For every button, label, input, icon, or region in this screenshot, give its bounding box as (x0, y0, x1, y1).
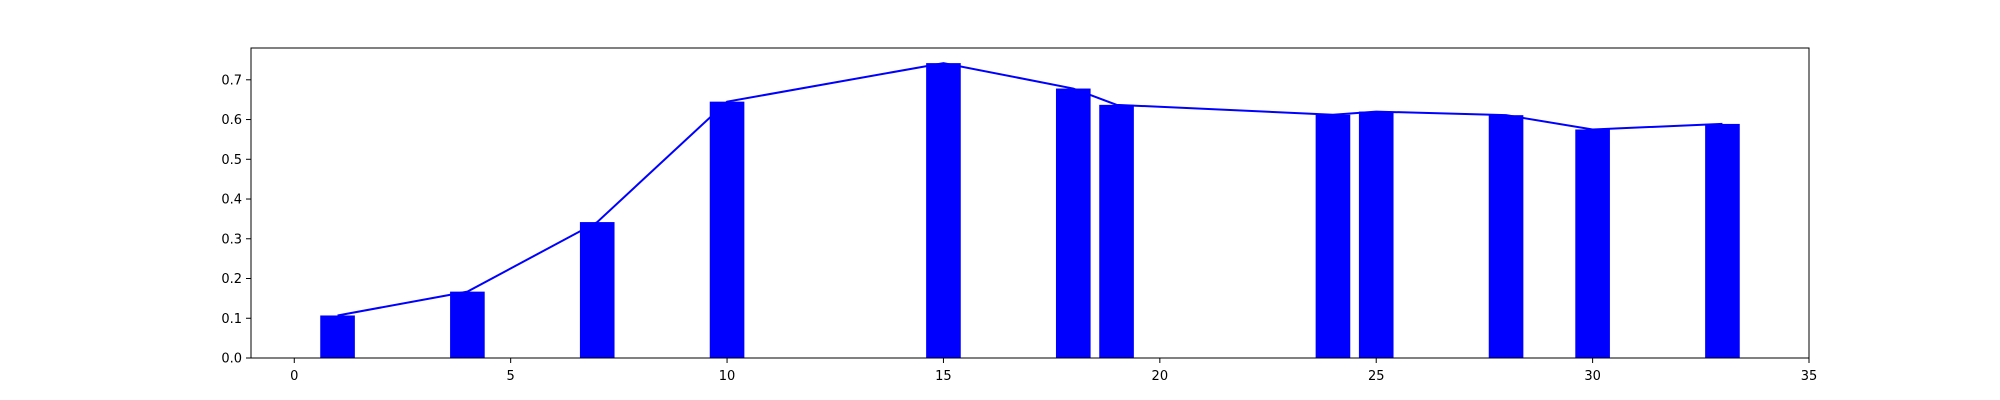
bar-28 (1488, 115, 1524, 359)
y-tick-label: 0.2 (221, 272, 242, 287)
plot-frame (250, 47, 1810, 359)
y-tick-label: 0.1 (221, 312, 242, 327)
x-tick-label: 30 (1584, 369, 1601, 384)
x-tick-label: 25 (1368, 369, 1385, 384)
x-tick-label: 10 (719, 369, 736, 384)
bar-15 (926, 63, 961, 358)
bar-24 (1315, 114, 1351, 359)
bar-4 (450, 291, 485, 358)
trend-line-layer (337, 62, 1723, 317)
y-tick-label: 0.3 (221, 232, 242, 247)
x-tick-label: 20 (1152, 369, 1169, 384)
y-tick-label: 0.5 (221, 153, 242, 168)
x-tick-label: 5 (507, 369, 515, 384)
x-tick-label: 15 (935, 369, 952, 384)
bars (320, 63, 1740, 359)
x-tick-label: 0 (290, 369, 298, 384)
trend-line (337, 62, 1723, 317)
y-axis: 0.0 0.1 0.2 0.3 0.4 0.5 0.6 0.7 (221, 73, 251, 367)
bar-1 (320, 315, 355, 358)
y-tick-label: 0.7 (221, 73, 242, 88)
bar-25 (1358, 111, 1394, 358)
bar-7 (579, 222, 615, 358)
y-tick-label: 0.0 (221, 352, 242, 367)
bar-18 (1055, 88, 1091, 359)
bar-19 (1099, 104, 1134, 358)
bar-30 (1575, 129, 1610, 358)
bar-33 (1705, 123, 1740, 359)
x-axis: 0 5 10 15 20 25 30 35 (290, 358, 1817, 384)
bar-10 (709, 101, 745, 359)
y-tick-label: 0.6 (221, 113, 242, 128)
x-tick-label: 35 (1801, 369, 1818, 384)
y-tick-label: 0.4 (221, 193, 242, 208)
